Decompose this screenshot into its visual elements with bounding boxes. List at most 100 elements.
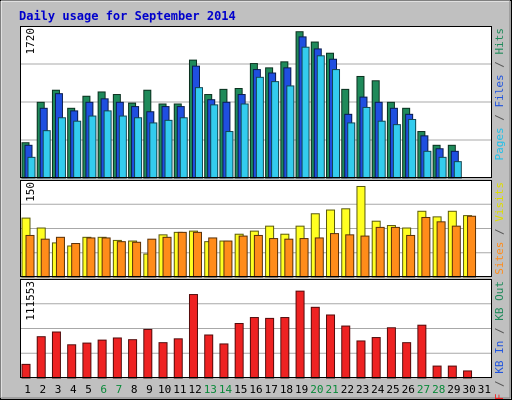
x-tick-label: 15 [234, 383, 247, 396]
top-bar-pages [255, 76, 264, 179]
top-legend: Pages / Files / Hits [493, 28, 506, 161]
legend-files: Files [493, 74, 506, 107]
middle-bar-sites [284, 238, 294, 278]
middle-bar-sites [162, 236, 172, 278]
top-bar-pages [88, 115, 97, 179]
top-bar-pages [362, 106, 371, 179]
top-bar-pages [149, 122, 158, 179]
x-tick-label: 19 [295, 383, 308, 396]
bottom-bar-kb-f [234, 322, 244, 379]
middle-plot-frame [20, 180, 492, 277]
legend-separator: / [493, 108, 506, 128]
top-bar-pages [316, 55, 325, 179]
bottom-bar-kb-f [51, 331, 61, 379]
middle-bar-sites [299, 238, 309, 278]
legend-visits: Visits [493, 182, 506, 222]
middle-bar-sites [406, 234, 416, 278]
x-tick-label: 7 [116, 383, 123, 396]
top-bar-pages [392, 124, 401, 179]
x-tick-label: 18 [280, 383, 293, 396]
top-bar-pages [240, 103, 249, 179]
x-tick-label: 10 [158, 383, 171, 396]
bottom-legend: KB F / KB In / KB Out [493, 281, 506, 400]
bottom-bar-kb-f [402, 342, 412, 379]
chart-panels: 1720 Pages / Files / Hits 150 Sites / Visit… [20, 26, 506, 400]
top-bar-pages [103, 110, 112, 179]
top-bar-pages [164, 119, 173, 179]
bottom-bar-kb-f [219, 343, 229, 379]
top-ymax-label: 1720 [24, 28, 37, 55]
middle-bar-sites [223, 240, 233, 278]
x-tick-label: 4 [70, 383, 77, 396]
x-tick-label: 12 [188, 383, 201, 396]
x-tick-label: 20 [310, 383, 323, 396]
top-bar-pages [27, 156, 36, 179]
bottom-bar-kb-f [143, 328, 153, 379]
legend-separator: / [493, 374, 506, 394]
legend-sites: Sites [493, 242, 506, 275]
middle-bar-sites [314, 237, 324, 278]
bottom-plot-frame [20, 279, 492, 378]
x-tick-label: 11 [173, 383, 186, 396]
middle-bar-sites [345, 234, 355, 278]
bottom-bar-kb-f [326, 314, 336, 379]
top-plot-frame [20, 26, 492, 178]
middle-bar-sites [177, 231, 187, 278]
x-tick-label: 3 [55, 383, 62, 396]
x-tick-label: 23 [356, 383, 369, 396]
legend-separator: / [493, 321, 506, 341]
bottom-bar-kb-f [204, 334, 214, 379]
x-tick-label: 16 [249, 383, 262, 396]
bottom-bar-kb-f [463, 370, 473, 379]
middle-bar-sites [436, 221, 446, 278]
top-bar-pages [73, 120, 82, 179]
x-tick-label: 30 [463, 383, 476, 396]
top-bar-pages [57, 117, 66, 179]
top-bar-pages [423, 150, 432, 179]
chart-title: Daily usage for September 2014 [19, 9, 236, 23]
top-bar-pages [286, 85, 295, 179]
middle-bar-sites [55, 236, 65, 278]
legend-separator: / [493, 222, 506, 242]
bottom-bar-kb-f [128, 339, 138, 379]
top-bar-pages [271, 81, 280, 179]
middle-bar-sites [269, 238, 279, 278]
x-tick-label: 5 [85, 383, 92, 396]
middle-bar-sites [330, 233, 340, 278]
bottom-bar-kb-f [188, 294, 198, 379]
x-tick-label: 8 [131, 383, 138, 396]
top-bar-pages [42, 130, 51, 179]
middle-bar-sites [238, 235, 248, 278]
middle-ymax-label: 150 [24, 182, 37, 202]
middle-panel: 150 Sites / Visits [20, 180, 506, 278]
x-tick-label: 27 [417, 383, 430, 396]
middle-bar-sites [375, 226, 385, 278]
bottom-bar-kb-f [341, 325, 351, 379]
middle-bar-sites [451, 225, 461, 278]
legend-kb-f: KB F [493, 394, 506, 400]
x-tick-label: 29 [447, 383, 460, 396]
bottom-bar-kb-f [97, 339, 107, 379]
middle-bar-sites [101, 237, 111, 278]
x-tick-label: 6 [100, 383, 107, 396]
middle-bar-sites [467, 215, 477, 278]
top-bar-pages [332, 69, 341, 179]
middle-bar-sites [390, 226, 400, 278]
middle-bar-sites [71, 243, 81, 278]
middle-bar-sites [116, 241, 126, 278]
bottom-panel: 111553KB F / KB In / KB Out [20, 279, 506, 400]
bottom-bar-kb-f [356, 340, 366, 379]
bottom-bar-kb-f [310, 306, 320, 379]
bottom-ymax-label: 111553 [24, 281, 37, 321]
top-bar-pages [377, 120, 386, 179]
top-bar-pages [438, 156, 447, 179]
bottom-bar-kb-f [67, 344, 77, 379]
bottom-bar-kb-f [295, 290, 305, 379]
middle-bar-sites [86, 237, 96, 278]
top-bar-pages [408, 118, 417, 179]
bottom-bar-kb-f [82, 342, 92, 379]
middle-bar-sites [421, 216, 431, 278]
x-tick-label: 9 [146, 383, 153, 396]
bottom-bar-kb-f [265, 317, 275, 379]
